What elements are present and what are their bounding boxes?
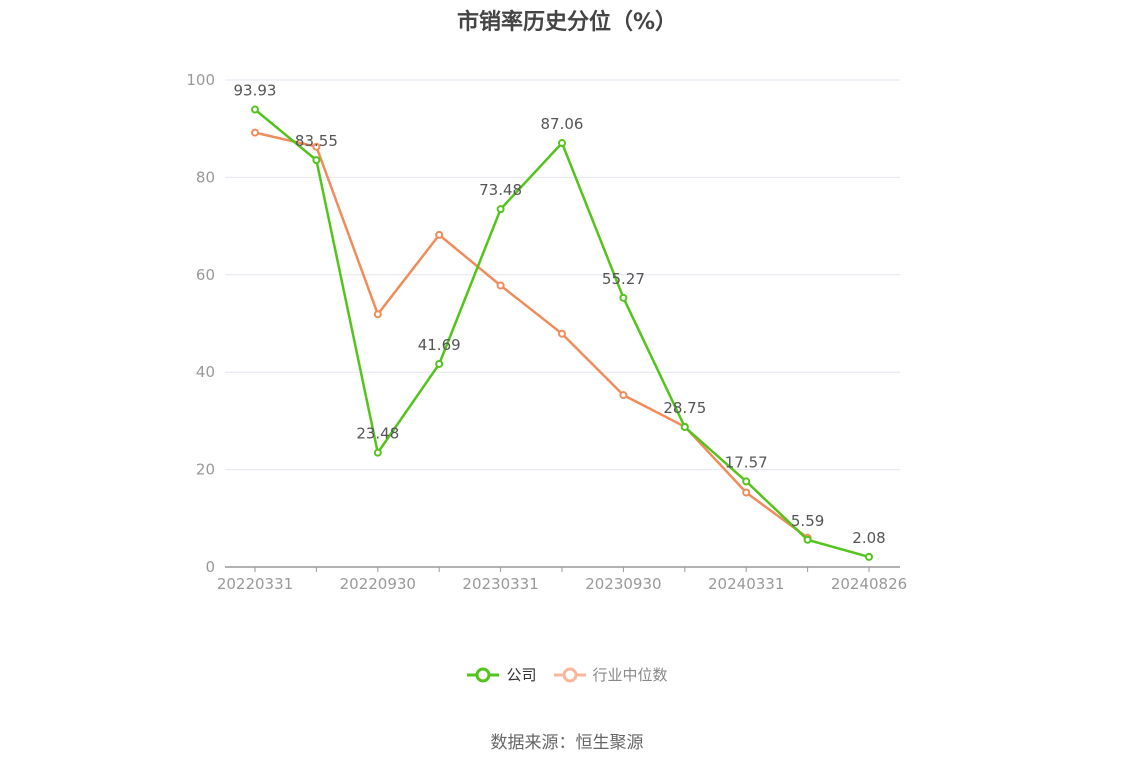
data-point	[251, 128, 259, 137]
legend-line-circle-icon	[467, 667, 500, 682]
data-label: 28.75	[663, 399, 706, 417]
data-point	[312, 156, 321, 165]
x-tick-label: 20240826	[831, 575, 907, 593]
data-point	[373, 310, 382, 319]
data-point	[496, 205, 505, 214]
x-tick-label: 20230930	[585, 575, 661, 593]
source-note: 数据来源：恒生聚源	[490, 733, 644, 753]
data-point	[558, 329, 566, 338]
data-label: 23.48	[356, 425, 399, 443]
data-point	[742, 477, 751, 486]
x-tick-label: 20240331	[708, 575, 784, 593]
data-point	[619, 293, 628, 302]
data-label: 41.69	[418, 336, 461, 354]
data-point	[680, 422, 689, 431]
data-label: 83.55	[295, 132, 338, 150]
data-labels: 93.93 83.55 23.48 41.69 73.48 87.06 55.27 28.75…	[234, 82, 886, 547]
x-tick-label: 20220930	[340, 575, 416, 593]
legend-label-industry-median: 行业中位数	[592, 666, 668, 684]
data-label: 5.59	[791, 512, 824, 530]
legend: 公司 行业中位数	[0, 664, 1134, 685]
legend-line-circle-icon	[553, 667, 586, 682]
y-tick-label: 20	[196, 461, 215, 479]
series-line-1	[254, 131, 809, 539]
data-point	[865, 552, 873, 561]
data-point	[435, 230, 444, 239]
legend-item-industry-median[interactable]: 行业中位数	[553, 664, 668, 685]
y-tick-label: 40	[196, 363, 215, 381]
y-tick-label: 0	[205, 558, 215, 576]
legend-item-company[interactable]: 公司	[466, 664, 537, 685]
line-chart: 0 20 40 60 80 100 20220331 20220930 20230331 2023…	[186, 71, 907, 593]
data-label: 93.93	[234, 82, 277, 100]
data-point	[373, 448, 382, 457]
y-tick-label: 100	[186, 71, 215, 89]
series	[251, 105, 873, 561]
data-label: 87.06	[541, 115, 584, 133]
data-point	[251, 105, 259, 114]
data-point	[742, 488, 751, 497]
y-tick-label: 80	[196, 168, 215, 186]
axes: 0 20 40 60 80 100 20220331 20220930 20230331 2023…	[186, 71, 907, 593]
data-point	[558, 139, 566, 148]
data-point	[435, 359, 444, 368]
data-point	[619, 391, 628, 400]
data-point	[496, 281, 505, 290]
data-point	[312, 142, 321, 151]
x-tick-label: 20220331	[217, 575, 293, 593]
data-label: 73.48	[479, 181, 522, 199]
x-tick-label: 20230331	[462, 575, 538, 593]
data-label: 17.57	[725, 453, 768, 471]
data-label: 2.08	[852, 529, 885, 547]
chart-title: 市销率历史分位（%）	[456, 10, 678, 35]
data-point	[803, 535, 812, 544]
data-label: 55.27	[602, 270, 645, 288]
grid-lines	[225, 79, 900, 471]
legend-label-company: 公司	[506, 666, 537, 684]
y-tick-label: 60	[196, 266, 215, 284]
